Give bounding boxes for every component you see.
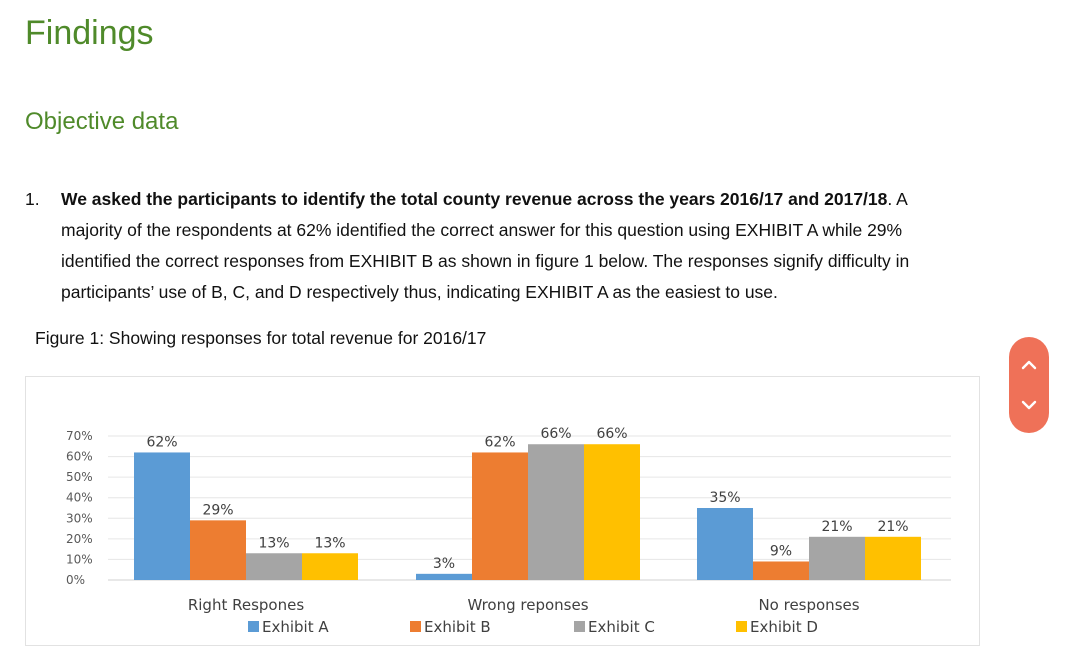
finding-paragraph: 1. We asked the participants to identify…: [25, 184, 965, 308]
data-label: 62%: [146, 434, 177, 450]
y-tick-label: 0%: [66, 573, 85, 587]
bar: [528, 444, 584, 580]
bar: [246, 553, 302, 580]
legend-swatch: [410, 621, 421, 632]
legend-swatch: [574, 621, 585, 632]
scroll-up-button[interactable]: [1009, 345, 1049, 385]
bar-chart: 0% 10% 20% 30% 40% 50% 60% 70% 62% 3% 35% 29% 62% 9% 1…: [66, 426, 951, 636]
data-label: 9%: [770, 543, 792, 559]
bar: [865, 536, 921, 580]
chevron-up-icon: [1021, 360, 1037, 370]
chart-frame: 0% 10% 20% 30% 40% 50% 60% 70% 62% 3% 35% 29% 62% 9% 1…: [25, 376, 980, 646]
data-label: 3%: [433, 556, 455, 572]
legend-label: Exhibit A: [262, 618, 329, 636]
bar: [753, 561, 809, 580]
data-label: 21%: [821, 519, 852, 535]
page-heading: Findings: [25, 14, 154, 52]
chevron-down-icon: [1021, 400, 1037, 410]
y-tick-label: 20%: [66, 532, 93, 546]
bar: [302, 553, 358, 580]
bar: [697, 508, 753, 580]
list-number: 1.: [25, 189, 40, 209]
paragraph-bold-text: We asked the participants to identify th…: [61, 189, 888, 209]
y-tick-label: 50%: [66, 470, 93, 484]
bar: [134, 452, 190, 580]
legend-label: Exhibit C: [588, 618, 655, 636]
bar: [584, 444, 640, 580]
legend-swatch: [736, 621, 747, 632]
data-label: 35%: [709, 490, 740, 506]
category-label: Right Respones: [188, 596, 304, 614]
bar: [416, 573, 472, 580]
y-tick-label: 70%: [66, 429, 93, 443]
data-label: 66%: [596, 426, 627, 442]
bar: [190, 520, 246, 580]
category-label: No responses: [758, 596, 859, 614]
data-label: 66%: [540, 426, 571, 442]
data-label: 29%: [202, 502, 233, 518]
data-label: 62%: [484, 434, 515, 450]
page-nav-pill: [1009, 337, 1049, 433]
data-label: 13%: [258, 535, 289, 551]
figure-caption: Figure 1: Showing responses for total re…: [35, 328, 487, 348]
section-subheading: Objective data: [25, 108, 179, 135]
scroll-down-button[interactable]: [1009, 385, 1049, 425]
paragraph-text: . A majority of the respondents at 62% i…: [61, 189, 910, 302]
bar: [809, 536, 865, 580]
legend-swatch: [248, 621, 259, 632]
y-tick-label: 30%: [66, 511, 93, 525]
legend-label: Exhibit D: [750, 618, 818, 636]
y-tick-label: 60%: [66, 450, 93, 464]
legend-label: Exhibit B: [424, 618, 491, 636]
data-label: 21%: [877, 519, 908, 535]
data-label: 13%: [314, 535, 345, 551]
bar: [472, 452, 528, 580]
y-tick-label: 40%: [66, 491, 93, 505]
y-tick-label: 10%: [66, 552, 93, 566]
category-label: Wrong reponses: [467, 596, 588, 614]
